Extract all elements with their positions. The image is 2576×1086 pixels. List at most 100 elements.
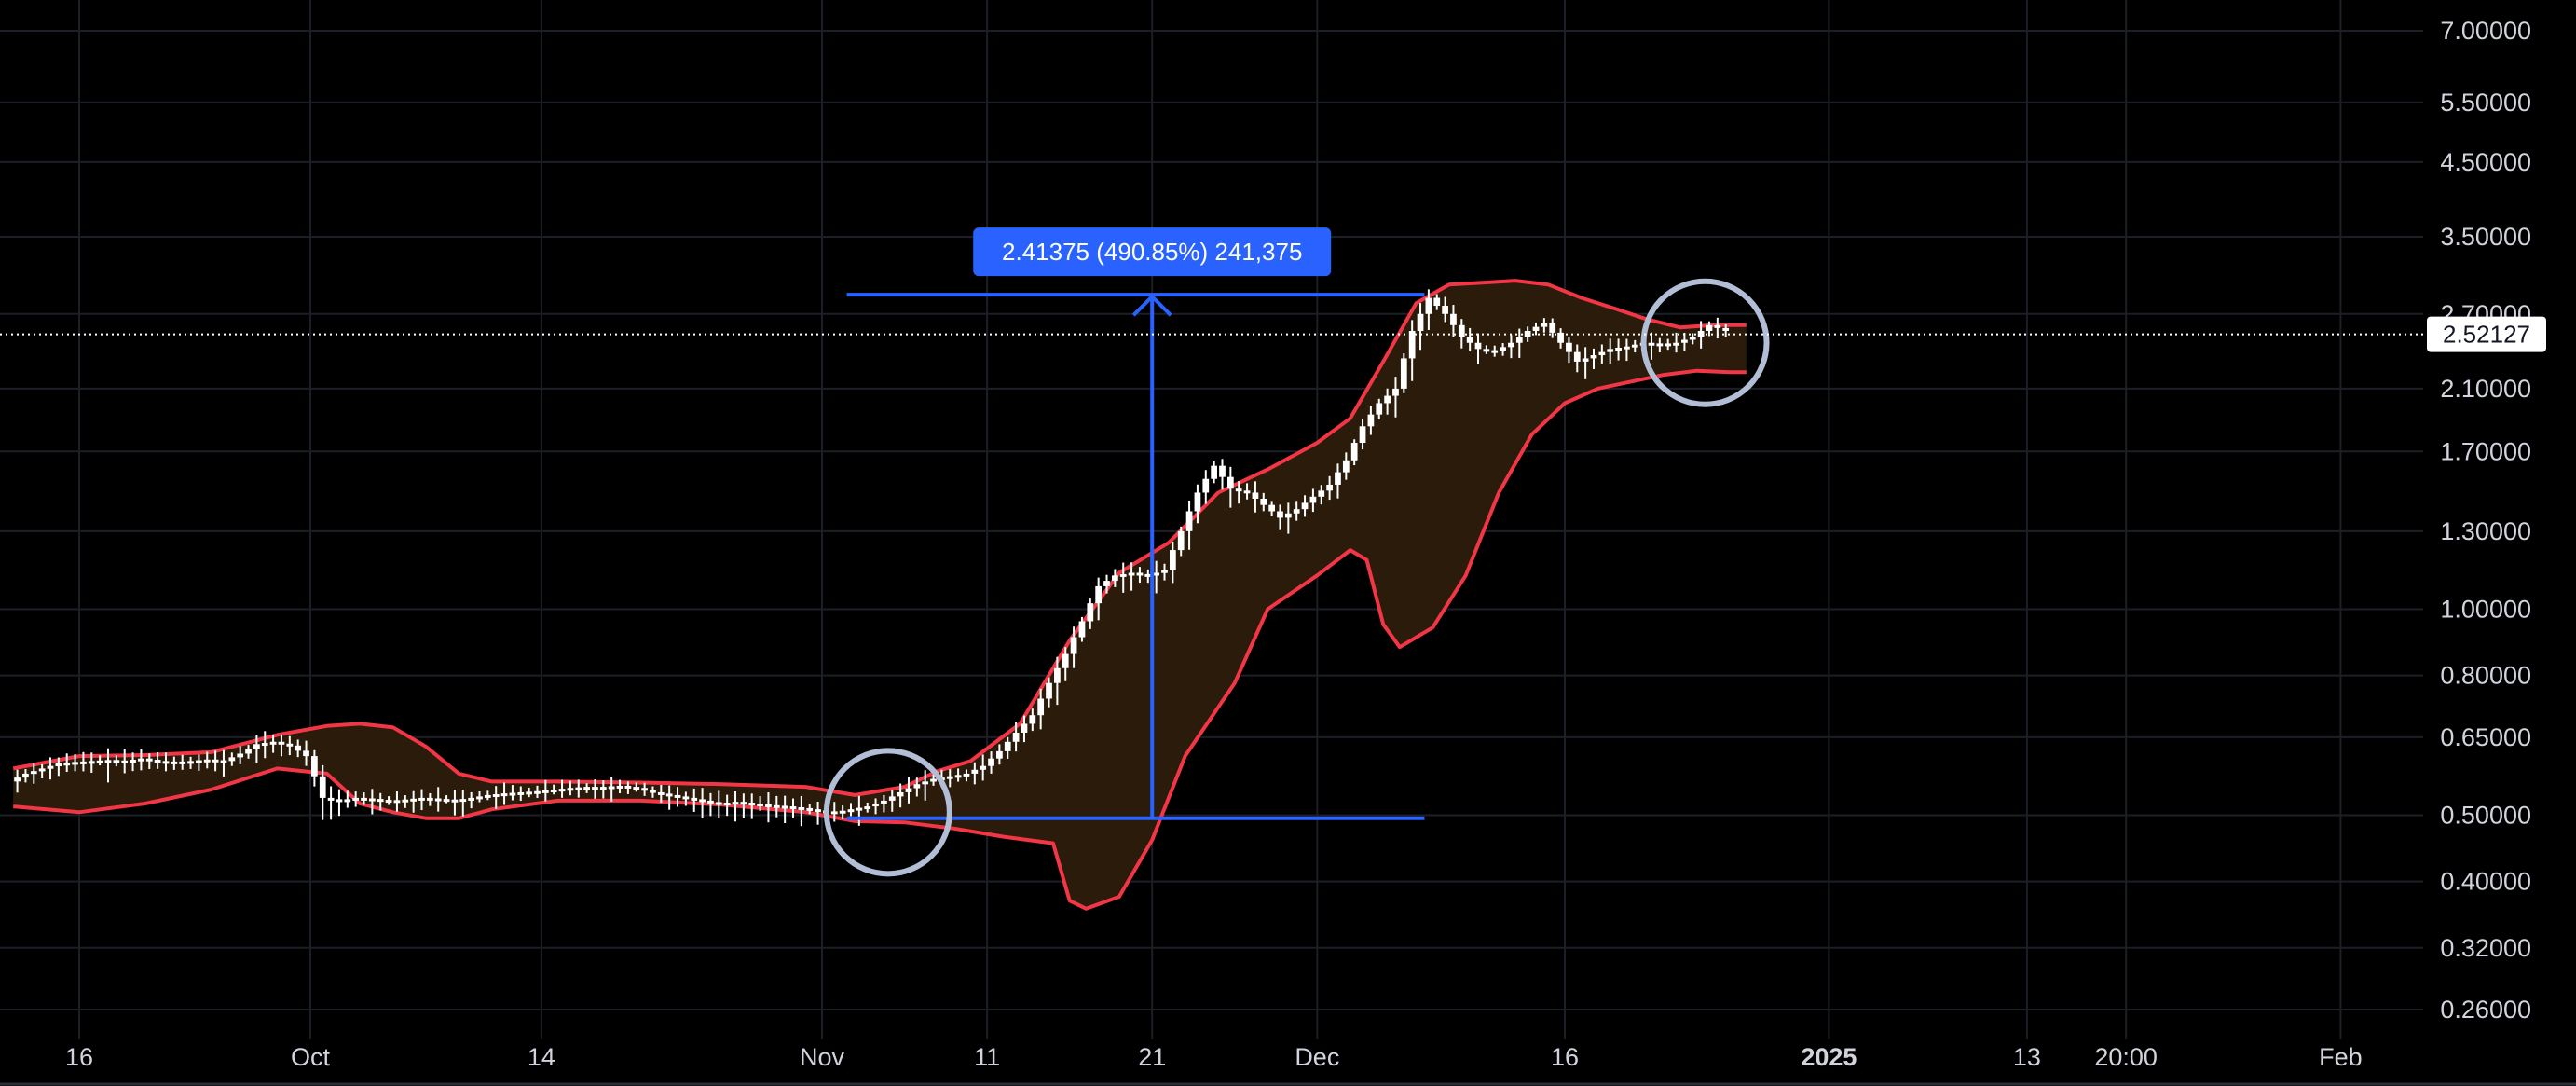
candle-body — [303, 750, 309, 757]
candle-body — [856, 807, 863, 811]
candle-body — [881, 800, 887, 804]
candle-body — [946, 776, 953, 779]
candle-body — [1268, 504, 1275, 512]
candle-body — [633, 787, 640, 790]
candle-body — [154, 760, 161, 763]
current-price-tag — [2427, 316, 2546, 352]
candle-body — [624, 785, 632, 789]
candle-body — [55, 763, 62, 767]
candle-body — [410, 798, 418, 802]
candle-body — [1169, 550, 1176, 570]
candle-body — [534, 790, 541, 794]
highlight-circle — [1640, 278, 1770, 407]
candle-body — [757, 803, 763, 806]
candle-body — [1211, 465, 1218, 479]
candle-body — [789, 806, 797, 810]
candle-body — [1112, 575, 1118, 582]
candle-body — [220, 760, 227, 763]
candle-body — [1607, 349, 1614, 352]
candle-body — [1615, 347, 1622, 351]
candle-body — [443, 799, 450, 803]
candle-body — [1103, 581, 1110, 586]
highlight-circle — [823, 748, 952, 877]
y-tick-label: 0.32000 — [2440, 934, 2531, 962]
candle-body — [22, 773, 29, 778]
candle-body — [954, 775, 962, 778]
candle-body — [1433, 297, 1441, 307]
candle-body — [145, 758, 153, 762]
candle-body — [847, 809, 855, 813]
candle-body — [1500, 347, 1506, 351]
candle-body — [1252, 492, 1259, 499]
candle-body — [1656, 343, 1664, 347]
candle-body — [1491, 350, 1499, 353]
candle-body — [541, 790, 549, 793]
candle-body — [261, 743, 268, 747]
y-tick-label: 2.10000 — [2440, 375, 2531, 403]
y-tick-label: 1.70000 — [2440, 437, 2531, 465]
candle-body — [1582, 358, 1589, 362]
candle-body — [1070, 637, 1077, 654]
candle-body — [1177, 530, 1185, 551]
candle-body — [1078, 621, 1086, 638]
x-tick-label: Feb — [2319, 1043, 2363, 1071]
candle-body — [1095, 585, 1103, 604]
candle-body — [1350, 443, 1358, 461]
candle-body — [96, 760, 103, 763]
candle-body — [286, 743, 294, 747]
candle-body — [30, 771, 37, 775]
candle-body — [1202, 478, 1210, 493]
candle-body — [14, 777, 21, 782]
candle-body — [269, 741, 277, 745]
candle-body — [1326, 484, 1333, 491]
candle-body — [1681, 339, 1688, 343]
price-range-measure[interactable]: 2.41375 (490.85%) 241,375 — [846, 227, 1425, 820]
candle-body — [1029, 715, 1036, 724]
candle-body — [319, 776, 326, 798]
candle-body — [327, 797, 335, 801]
candle-body — [996, 750, 1003, 759]
candle-body — [1194, 492, 1201, 512]
candle-body — [1136, 572, 1144, 576]
x-tick-label: 13 — [2013, 1043, 2041, 1071]
x-tick-label: Oct — [291, 1043, 331, 1071]
candle-body — [38, 768, 46, 772]
y-tick-label: 5.50000 — [2440, 89, 2531, 117]
candle-body — [1277, 511, 1283, 518]
candle-body — [500, 793, 508, 797]
candle-body — [1714, 324, 1721, 328]
candle-body — [418, 797, 425, 801]
candle-body — [377, 799, 384, 803]
x-tick-label: Nov — [800, 1043, 845, 1071]
candle-body — [1342, 460, 1350, 473]
band-lower-line — [13, 368, 1747, 911]
candle-body — [864, 806, 871, 810]
candle-body — [162, 761, 170, 764]
candle-body — [1417, 313, 1424, 331]
candle-body — [1161, 570, 1168, 573]
candle-body — [1557, 332, 1564, 343]
y-axis[interactable]: 7.000005.500004.500003.500002.700002.100… — [2427, 17, 2546, 1024]
candle-body — [237, 753, 244, 758]
candle-body — [765, 804, 772, 807]
candle-body — [806, 807, 814, 811]
candlesticks — [14, 289, 1730, 827]
candle-body — [641, 788, 648, 791]
x-axis[interactable]: 16 Oct 14 Nov 11 21 Dec 16 2025 13 20:00 Feb — [0, 1043, 2576, 1086]
candle-body — [179, 761, 186, 764]
candle-body — [1566, 342, 1572, 352]
current-price-label: 2.52127 — [2443, 321, 2530, 349]
y-tick-label: 0.65000 — [2440, 723, 2531, 751]
candle-body — [781, 805, 788, 809]
candle-body — [740, 802, 747, 805]
candle-body — [1335, 472, 1341, 485]
candle-body — [888, 796, 896, 801]
candle-body — [509, 792, 516, 796]
candle-body — [1598, 351, 1606, 356]
candle-body — [1573, 351, 1581, 362]
candle-body — [1689, 337, 1696, 340]
candle-body — [913, 784, 921, 789]
candle-body — [1665, 343, 1672, 347]
y-tick-label: 0.26000 — [2440, 996, 2531, 1024]
